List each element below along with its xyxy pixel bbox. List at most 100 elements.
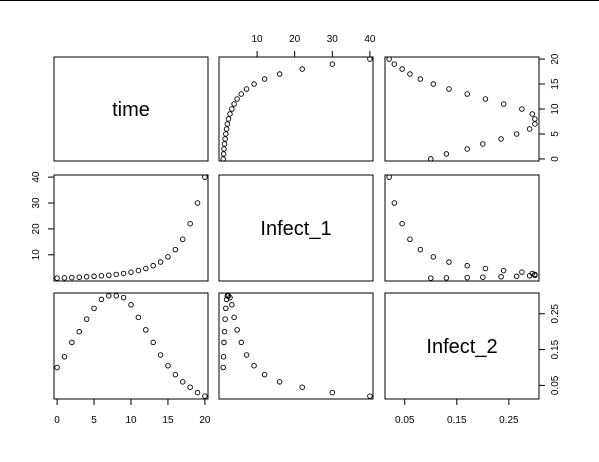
point-time-vs-Infect_1: [223, 131, 229, 137]
point-time-vs-Infect_1: [299, 66, 305, 72]
point-Infect_1-vs-time: [150, 262, 156, 269]
point-time-vs-Infect_2: [428, 156, 434, 162]
x-tick-label-Infect_1: 10: [252, 34, 264, 45]
point-time-vs-Infect_1: [238, 91, 245, 97]
point-time-vs-Infect_2: [480, 141, 486, 147]
point-Infect_2-vs-Infect_1: [261, 371, 268, 378]
x-tick-label-time: 0: [54, 415, 60, 426]
y-tick-label-time: 10: [550, 103, 561, 115]
point-Infect_1-vs-Infect_2: [399, 220, 405, 227]
point-Infect_1-vs-time: [143, 265, 149, 272]
point-Infect_2-vs-Infect_1: [234, 327, 240, 333]
point-Infect_2-vs-time: [120, 294, 127, 301]
point-Infect_2-vs-Infect_1: [227, 294, 233, 301]
point-time-vs-Infect_1: [234, 96, 240, 102]
point-Infect_2-vs-time: [165, 362, 171, 369]
point-Infect_2-vs-time: [106, 293, 112, 299]
point-Infect_2-vs-Infect_1: [231, 314, 237, 321]
point-Infect_1-vs-Infect_2: [407, 236, 413, 243]
point-Infect_1-vs-time: [54, 275, 60, 281]
diagonal-label-Infect_2: Infect_2: [426, 336, 497, 358]
point-Infect_2-vs-Infect_1: [222, 316, 228, 322]
point-time-vs-Infect_2: [391, 61, 398, 67]
point-Infect_1-vs-Infect_2: [428, 275, 434, 281]
point-Infect_2-vs-time: [98, 296, 105, 303]
point-time-vs-Infect_2: [464, 146, 470, 152]
point-Infect_2-vs-time: [113, 293, 119, 299]
point-time-vs-Infect_1: [221, 141, 228, 147]
point-Infect_1-vs-Infect_2: [519, 269, 525, 275]
point-Infect_2-vs-Infect_1: [238, 339, 245, 346]
panel-Infect_1-vs-Infect_1: [218, 174, 374, 282]
y-tick-label-time: 5: [550, 131, 561, 137]
point-Infect_2-vs-time: [202, 393, 208, 399]
point-Infect_1-vs-Infect_2: [482, 265, 489, 272]
point-Infect_2-vs-time: [69, 339, 75, 346]
point-Infect_2-vs-time: [128, 302, 134, 308]
point-Infect_2-vs-Infect_1: [251, 362, 257, 369]
x-tick-label-Infect_2: 0.05: [395, 415, 415, 426]
point-Infect_1-vs-time: [165, 254, 171, 260]
point-time-vs-Infect_1: [276, 71, 283, 77]
point-time-vs-Infect_2: [399, 66, 405, 72]
y-tick-label-Infect_1: 10: [31, 249, 42, 261]
point-time-vs-Infect_1: [221, 146, 227, 152]
point-time-vs-Infect_2: [519, 106, 525, 112]
point-Infect_1-vs-time: [113, 271, 119, 278]
point-Infect_1-vs-time: [172, 246, 179, 253]
point-Infect_2-vs-Infect_1: [243, 352, 250, 358]
point-time-vs-Infect_2: [407, 71, 413, 77]
point-Infect_2-vs-time: [187, 384, 193, 390]
point-Infect_1-vs-time: [106, 272, 112, 279]
point-Infect_2-vs-Infect_1: [223, 305, 229, 312]
point-time-vs-Infect_2: [430, 81, 437, 87]
point-Infect_2-vs-Infect_1: [220, 354, 227, 360]
y-tick-label-Infect_2: 0.25: [550, 304, 561, 324]
point-Infect_2-vs-time: [194, 389, 201, 396]
x-tick-label-Infect_2: 0.25: [499, 415, 519, 426]
point-Infect_1-vs-Infect_2: [529, 270, 536, 277]
point-time-vs-Infect_2: [513, 131, 520, 137]
point-time-vs-Infect_1: [227, 111, 233, 117]
panel-time-vs-time: [53, 56, 209, 162]
point-Infect_1-vs-Infect_2: [430, 254, 437, 260]
point-Infect_1-vs-Infect_2: [443, 275, 450, 281]
y-tick-label-Infect_2: 0.05: [550, 375, 561, 395]
point-Infect_1-vs-time: [61, 275, 68, 281]
x-tick-label-Infect_1: 20: [289, 34, 301, 45]
point-Infect_2-vs-time: [61, 354, 68, 360]
point-time-vs-Infect_1: [223, 126, 230, 132]
point-Infect_1-vs-time: [194, 200, 201, 206]
diagonal-label-time: time: [112, 99, 150, 121]
x-tick-label-time: 5: [91, 415, 97, 426]
y-tick-label-time: 20: [550, 53, 561, 65]
point-time-vs-Infect_2: [386, 56, 392, 62]
point-time-vs-Infect_1: [243, 86, 250, 92]
x-tick-label-time: 15: [162, 415, 174, 426]
point-Infect_2-vs-Infect_1: [367, 393, 373, 399]
point-Infect_2-vs-time: [83, 316, 90, 322]
panel-Infect_1-vs-Infect_2: [384, 174, 540, 282]
point-time-vs-Infect_1: [229, 106, 235, 112]
point-Infect_1-vs-Infect_2: [498, 274, 504, 280]
y-tick-label-Infect_1: 20: [31, 223, 42, 235]
point-Infect_2-vs-Infect_1: [329, 389, 336, 396]
point-Infect_2-vs-time: [76, 328, 83, 335]
point-Infect_2-vs-Infect_1: [221, 328, 228, 335]
point-time-vs-Infect_1: [225, 116, 232, 122]
point-Infect_2-vs-time: [143, 327, 149, 333]
y-tick-label-Infect_1: 30: [31, 197, 42, 209]
point-Infect_1-vs-Infect_2: [464, 274, 470, 281]
point-Infect_2-vs-Infect_1: [221, 339, 227, 346]
point-Infect_2-vs-Infect_1: [276, 379, 283, 385]
point-Infect_1-vs-time: [179, 236, 186, 243]
x-tick-label-time: 10: [125, 415, 137, 426]
point-Infect_2-vs-time: [135, 314, 142, 321]
y-tick-label-time: 15: [550, 78, 561, 90]
y-tick-label-time: 0: [550, 156, 561, 162]
point-time-vs-Infect_1: [261, 76, 268, 82]
y-tick-label-Infect_1: 40: [31, 171, 42, 183]
point-time-vs-Infect_1: [329, 61, 336, 67]
point-Infect_2-vs-time: [179, 379, 186, 385]
panel-Infect_1-vs-time: [53, 174, 209, 282]
